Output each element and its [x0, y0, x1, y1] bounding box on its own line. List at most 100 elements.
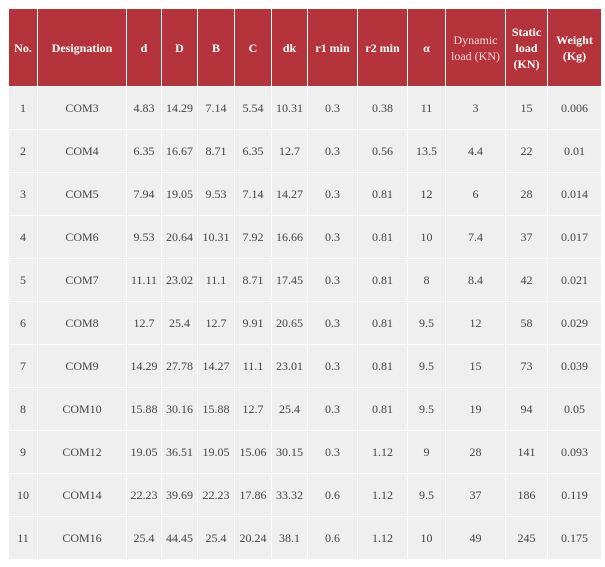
- header-cell: α: [407, 8, 446, 87]
- table-cell: 10.31: [197, 215, 235, 259]
- table-cell: 0.3: [307, 172, 358, 216]
- table-body: 1 COM3 4.83 14.29 7.14 5.54 10.31 0.3 0.38 11 3 15 0…: [8, 86, 602, 560]
- header-cell: r2 min: [357, 8, 408, 87]
- header-cell: B: [197, 8, 235, 87]
- table-row: 4 COM6 9.53 20.64 10.31 7.92 16.66 0.3 0.81 10 7.4…: [8, 215, 602, 259]
- table-cell: 6.35: [234, 129, 272, 173]
- table-cell: 7.94: [126, 172, 162, 216]
- table-cell: 0.014: [547, 172, 602, 216]
- table-cell: 17.45: [271, 258, 308, 302]
- table-cell: COM10: [37, 387, 127, 431]
- table-cell: 10: [407, 215, 446, 259]
- table-cell: 1.12: [357, 473, 408, 517]
- table-cell: 7.4: [445, 215, 506, 259]
- table-cell: 0.81: [357, 215, 408, 259]
- table-cell: 14.29: [161, 86, 198, 130]
- table-cell: 28: [445, 430, 506, 474]
- table-cell: 42: [505, 258, 548, 302]
- table-row: 9 COM12 19.05 36.51 19.05 15.06 30.15 0.3 1.12 9 2…: [8, 430, 602, 474]
- table-cell: 0.05: [547, 387, 602, 431]
- table-cell: 33.32: [271, 473, 308, 517]
- table-cell: 94: [505, 387, 548, 431]
- table-cell: 15: [505, 86, 548, 130]
- table-cell: 7.14: [197, 86, 235, 130]
- table-cell: 0.021: [547, 258, 602, 302]
- table-cell: 22: [505, 129, 548, 173]
- table-cell: 36.51: [161, 430, 198, 474]
- table-cell: 4.83: [126, 86, 162, 130]
- table-cell: 9: [8, 430, 38, 474]
- table-cell: 0.093: [547, 430, 602, 474]
- table-cell: 0.81: [357, 301, 408, 345]
- table-cell: 0.3: [307, 215, 358, 259]
- table-cell: 73: [505, 344, 548, 388]
- table-cell: 9.91: [234, 301, 272, 345]
- table-cell: 0.3: [307, 344, 358, 388]
- table-cell: 6: [445, 172, 506, 216]
- table-cell: 9: [407, 430, 446, 474]
- table-cell: 1.12: [357, 516, 408, 560]
- table-row: 6 COM8 12.7 25.4 12.7 9.91 20.65 0.3 0.81 9.5 12 58…: [8, 301, 602, 345]
- table-cell: 0.3: [307, 258, 358, 302]
- table-cell: 25.4: [271, 387, 308, 431]
- table-cell: 44.45: [161, 516, 198, 560]
- table-row: 5 COM7 11.11 23.02 11.1 8.71 17.45 0.3 0.81 8 8.4 4…: [8, 258, 602, 302]
- table-cell: 23.01: [271, 344, 308, 388]
- table-cell: 0.3: [307, 387, 358, 431]
- table-cell: 14.27: [197, 344, 235, 388]
- table-cell: 19: [445, 387, 506, 431]
- table-row: 11 COM16 25.4 44.45 25.4 20.24 38.1 0.6 1.12 10 49…: [8, 516, 602, 560]
- table-cell: 9.5: [407, 344, 446, 388]
- table-cell: 0.029: [547, 301, 602, 345]
- table-row: 8 COM10 15.88 30.16 15.88 12.7 25.4 0.3 0.81 9.5 1…: [8, 387, 602, 431]
- table-cell: 5: [8, 258, 38, 302]
- header-cell: r1 min: [307, 8, 358, 87]
- table-cell: 37: [505, 215, 548, 259]
- table-cell: 14.29: [126, 344, 162, 388]
- table-cell: 22.23: [126, 473, 162, 517]
- header-cell: dk: [271, 8, 308, 87]
- table-cell: 25.4: [197, 516, 235, 560]
- table-cell: COM6: [37, 215, 127, 259]
- table-cell: COM12: [37, 430, 127, 474]
- table-cell: 0.81: [357, 258, 408, 302]
- table-cell: 37: [445, 473, 506, 517]
- table-cell: 16.67: [161, 129, 198, 173]
- table-cell: 13.5: [407, 129, 446, 173]
- table-cell: 0.3: [307, 129, 358, 173]
- table-cell: 19.05: [197, 430, 235, 474]
- table-cell: 9.53: [126, 215, 162, 259]
- table-cell: 19.05: [161, 172, 198, 216]
- header-cell: Designation: [37, 8, 127, 87]
- table-cell: 8.71: [234, 258, 272, 302]
- table-cell: 20.64: [161, 215, 198, 259]
- table-cell: 7.92: [234, 215, 272, 259]
- table-cell: COM16: [37, 516, 127, 560]
- table-cell: 9.5: [407, 473, 446, 517]
- table-cell: 0.017: [547, 215, 602, 259]
- table-cell: 49: [445, 516, 506, 560]
- table-cell: 0.81: [357, 172, 408, 216]
- table-cell: 28: [505, 172, 548, 216]
- header-cell: C: [234, 8, 272, 87]
- table-cell: 4: [8, 215, 38, 259]
- header-cell: No.: [8, 8, 38, 87]
- table-cell: 0.38: [357, 86, 408, 130]
- table-cell: COM9: [37, 344, 127, 388]
- table-cell: 3: [445, 86, 506, 130]
- table-cell: COM7: [37, 258, 127, 302]
- table-cell: 0.119: [547, 473, 602, 517]
- table-cell: 0.56: [357, 129, 408, 173]
- table-cell: 0.3: [307, 430, 358, 474]
- table-cell: COM14: [37, 473, 127, 517]
- table-cell: 0.81: [357, 387, 408, 431]
- table-row: 7 COM9 14.29 27.78 14.27 11.1 23.01 0.3 0.81 9.5 1…: [8, 344, 602, 388]
- table-cell: 186: [505, 473, 548, 517]
- table-cell: 14.27: [271, 172, 308, 216]
- table-cell: COM8: [37, 301, 127, 345]
- table-cell: 22.23: [197, 473, 235, 517]
- table-cell: 12: [407, 172, 446, 216]
- table-cell: 0.01: [547, 129, 602, 173]
